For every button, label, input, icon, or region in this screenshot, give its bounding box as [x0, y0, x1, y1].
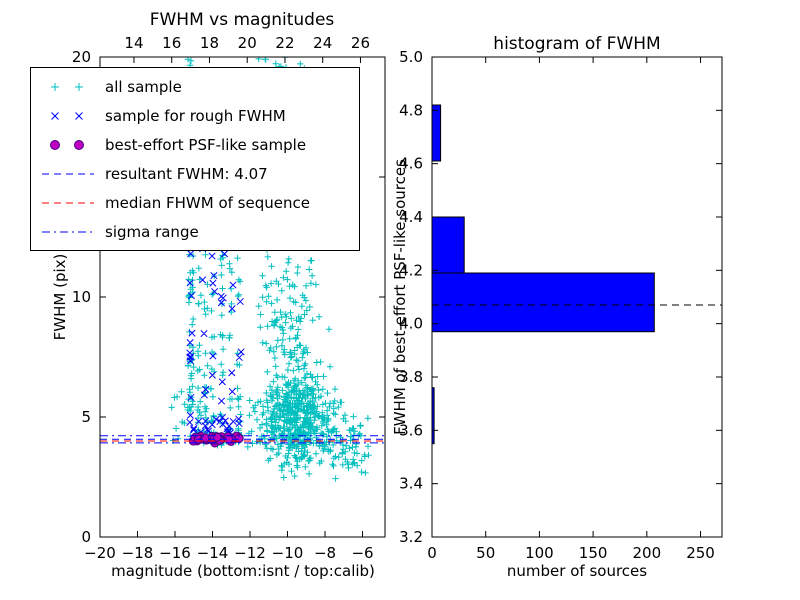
- left-xtick-label: −20: [84, 544, 116, 562]
- legend-item: all sample: [39, 72, 347, 101]
- right-ytick-label: 4.2: [399, 261, 423, 279]
- right-yaxis-label: FWHM of best-effort PSF-like sources: [391, 159, 409, 435]
- legend-handle-x-marker: [51, 111, 83, 120]
- legend-item: sigma range: [39, 217, 347, 246]
- legend-handle-plus-marker: [51, 82, 83, 91]
- legend-item: best-effort PSF-like sample: [39, 130, 347, 159]
- left-xaxis-label: magnitude (bottom:isnt / top:calib): [111, 562, 375, 580]
- right-ytick-label: 4.8: [399, 101, 423, 119]
- right-ytick-label: 3.8: [399, 368, 423, 386]
- histogram-bars: [431, 104, 655, 445]
- left-ytick-label: 5: [81, 408, 91, 426]
- left-top-xtick-label: 20: [238, 34, 257, 52]
- right-xtick-label: 0: [427, 544, 437, 562]
- legend-item-label: all sample: [105, 77, 182, 96]
- right-ytick-label: 4.4: [399, 208, 423, 226]
- left-xtick-label: −6: [351, 544, 373, 562]
- left-xtick-label: −10: [272, 544, 304, 562]
- left-top-xtick-label: 22: [275, 34, 294, 52]
- left-xtick-label: −14: [197, 544, 229, 562]
- right-ytick-label: 4.6: [399, 155, 423, 173]
- legend-handle-dashdot-line: [42, 231, 94, 232]
- right-xtick-label: 200: [632, 544, 661, 562]
- right-xtick-label: 50: [476, 544, 495, 562]
- left-top-xtick-label: 18: [200, 34, 219, 52]
- legend-handle-circle-marker: [50, 139, 84, 150]
- right-ytick-label: 3.4: [399, 475, 423, 493]
- right-chart-title: histogram of FWHM: [493, 34, 661, 54]
- legend-item-label: best-effort PSF-like sample: [105, 135, 307, 154]
- legend-item-label: sigma range: [105, 222, 199, 241]
- histogram-bar: [431, 104, 442, 162]
- right-xaxis-label: number of sources: [506, 562, 648, 580]
- legend-item: sample for rough FWHM: [39, 101, 347, 130]
- legend-handle-dashed-line: [42, 202, 94, 203]
- left-xtick-label: −12: [234, 544, 266, 562]
- left-chart-title: FWHM vs magnitudes: [149, 10, 335, 30]
- left-xtick-label: −8: [314, 544, 336, 562]
- right-ytick-label: 3.6: [399, 421, 423, 439]
- right-ytick-label: 3.2: [399, 528, 423, 546]
- right-xtick-label: 100: [525, 544, 554, 562]
- right-xtick-label: 150: [579, 544, 608, 562]
- left-ytick-label: 10: [72, 288, 91, 306]
- histogram-bar: [431, 272, 655, 333]
- legend-item-label: resultant FWHM: 4.07: [105, 164, 268, 183]
- right-ytick-label: 4.0: [399, 315, 423, 333]
- right-ytick-label: 5.0: [399, 48, 423, 66]
- left-top-xtick-label: 24: [313, 34, 332, 52]
- left-xtick-label: −16: [159, 544, 191, 562]
- legend-item: median FHWM of sequence: [39, 188, 347, 217]
- legend: all sample sample for rough FWHM best-effo…: [30, 67, 360, 251]
- left-xtick-label: −18: [122, 544, 154, 562]
- legend-handle-dashed-line: [42, 173, 94, 174]
- left-top-xtick-label: 16: [162, 34, 181, 52]
- legend-item: resultant FWHM: 4.07: [39, 159, 347, 188]
- legend-item-label: sample for rough FWHM: [105, 106, 286, 125]
- left-yaxis-label: FWHM (pix): [51, 253, 69, 341]
- right-axes-frame: [431, 56, 723, 538]
- left-ytick-label: 20: [72, 48, 91, 66]
- left-scatter-layer: [100, 57, 385, 482]
- left-top-xtick-label: 14: [124, 34, 143, 52]
- histogram-bar: [431, 216, 465, 274]
- left-top-xtick-label: 26: [351, 34, 370, 52]
- legend-item-label: median FHWM of sequence: [105, 193, 310, 212]
- left-ytick-label: 0: [81, 528, 91, 546]
- right-xtick-label: 250: [686, 544, 715, 562]
